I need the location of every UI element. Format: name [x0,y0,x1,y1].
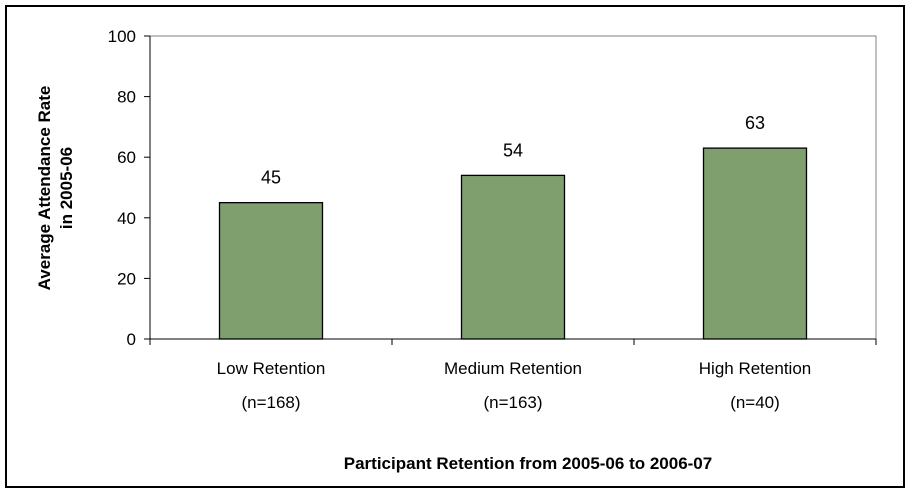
x-tick-label-n: (n=168) [241,393,300,412]
bar [218,201,324,340]
y-tick-label: 40 [117,209,136,228]
y-axis-title-line1: Average Attendance Rate [35,86,54,291]
data-label: 54 [503,140,523,160]
y-tick-label: 100 [108,27,136,46]
y-tick-label: 60 [117,148,136,167]
x-tick-label: Medium Retention [444,359,582,378]
y-tick-label: 20 [117,269,136,288]
bars-group: 45 54 63 [218,113,808,340]
x-tick-label: Low Retention [217,359,326,378]
x-axis-ticks: Low Retention (n=168) Medium Retention (n=1… [149,338,877,412]
bar [702,147,808,340]
y-tick-label: 80 [117,88,136,107]
x-axis-title: Participant Retention from 2005-06 to 20… [344,454,712,473]
data-label: 63 [745,113,765,133]
x-tick-label-n: (n=40) [730,393,780,412]
y-tick-label: 0 [127,330,136,349]
x-tick-label: High Retention [699,359,811,378]
y-axis-ticks: 0 20 40 60 80 100 [108,27,151,349]
bar [460,174,566,340]
y-axis-title-line2: in 2005-06 [57,147,76,229]
data-label: 45 [261,168,281,188]
x-tick-label-n: (n=163) [483,393,542,412]
